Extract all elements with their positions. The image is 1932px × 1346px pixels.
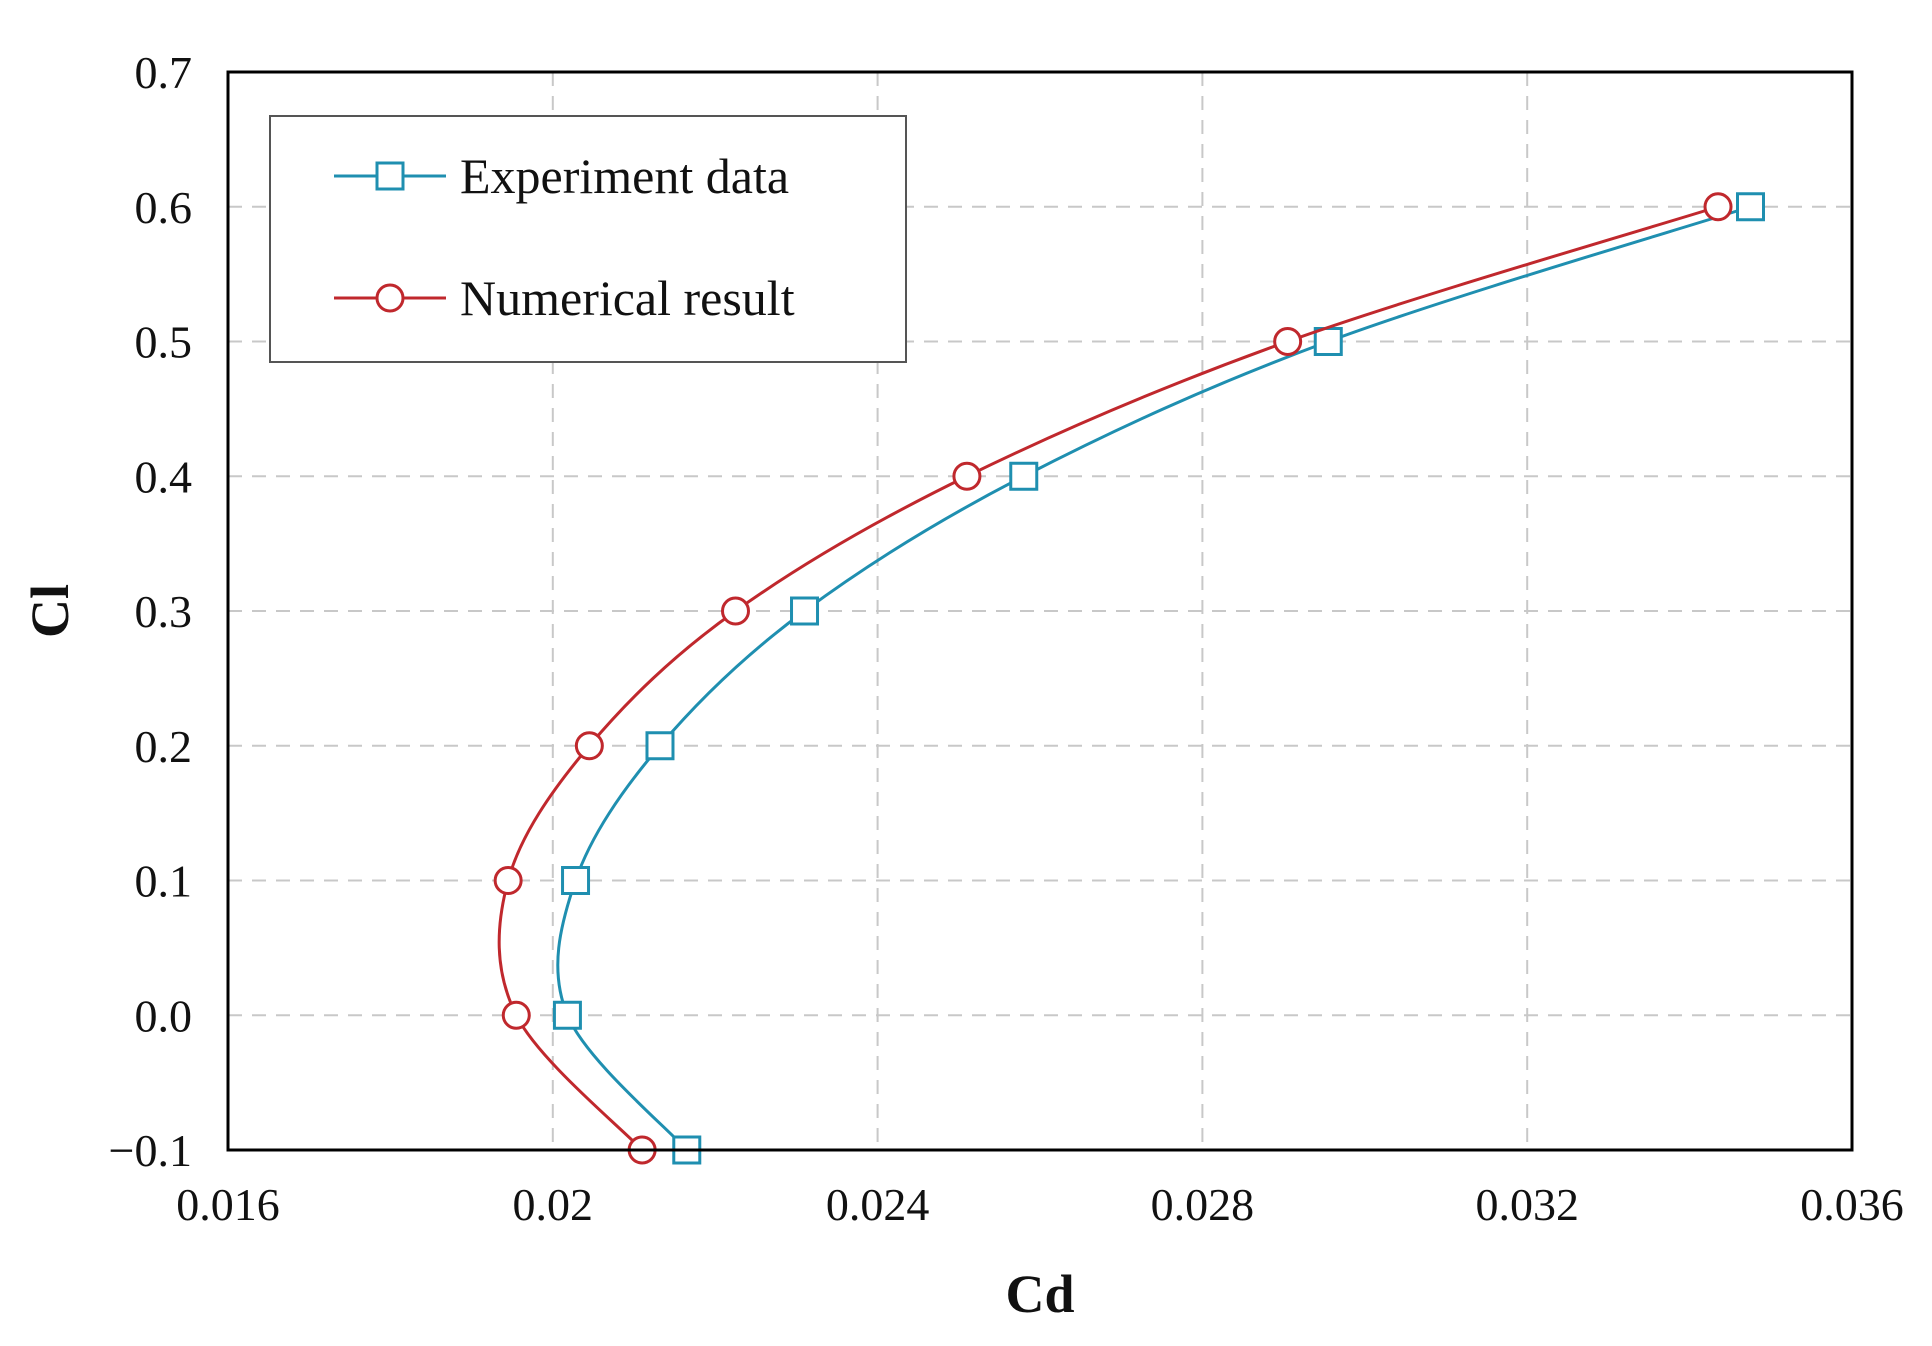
data-point-square bbox=[1313, 327, 1343, 356]
y-tick-label: 0.3 bbox=[135, 586, 193, 637]
legend: Experiment data Numerical result bbox=[269, 115, 907, 363]
plot-frame bbox=[226, 70, 1854, 1152]
data-point-square bbox=[1009, 461, 1039, 491]
data-point-square bbox=[1736, 192, 1765, 222]
data-point-circle bbox=[1273, 327, 1303, 356]
data-point-circle bbox=[721, 596, 750, 626]
series-experiment bbox=[552, 192, 1765, 1165]
legend-label-experiment: Experiment data bbox=[460, 148, 789, 204]
data-point-circle bbox=[501, 1000, 531, 1030]
y-tick-label: 0.4 bbox=[135, 451, 193, 502]
y-tick-label: 0.2 bbox=[135, 721, 193, 772]
y-tick-label: 0.1 bbox=[135, 856, 193, 907]
x-tick-label: 0.036 bbox=[1800, 1179, 1904, 1230]
legend-label-numerical: Numerical result bbox=[460, 270, 795, 326]
y-tick-label: 0.0 bbox=[135, 990, 193, 1041]
data-point-square bbox=[561, 866, 591, 895]
legend-entry-numerical: Numerical result bbox=[334, 270, 795, 326]
tick-labels: 0.016 0.02 0.024 0.028 0.032 0.036 −0.1 0.0 0.1 0… bbox=[109, 47, 1904, 1230]
y-tick-label: 0.5 bbox=[135, 317, 193, 368]
y-tick-label: 0.6 bbox=[135, 182, 193, 233]
x-tick-label: 0.024 bbox=[826, 1179, 930, 1230]
data-point-circle bbox=[493, 866, 523, 895]
y-axis-title: Cl bbox=[20, 584, 80, 638]
x-tick-label: 0.02 bbox=[513, 1179, 594, 1230]
legend-marker-circle bbox=[375, 283, 405, 313]
data-point-circle bbox=[574, 731, 604, 761]
legend-box bbox=[269, 115, 907, 363]
series-layer bbox=[493, 192, 1765, 1165]
legend-entry-experiment: Experiment data bbox=[334, 148, 789, 204]
x-tick-label: 0.016 bbox=[176, 1179, 280, 1230]
x-axis-title: Cd bbox=[1005, 1264, 1074, 1324]
data-point-circle bbox=[952, 461, 982, 491]
legend-marker-square bbox=[375, 161, 405, 191]
data-point-circle bbox=[1703, 192, 1733, 222]
y-tick-label: 0.7 bbox=[135, 47, 193, 98]
data-point-square bbox=[552, 1000, 582, 1030]
x-tick-label: 0.032 bbox=[1475, 1179, 1579, 1230]
y-tick-label: −0.1 bbox=[109, 1125, 192, 1176]
x-tick-label: 0.028 bbox=[1151, 1179, 1255, 1230]
data-point-square bbox=[790, 596, 820, 626]
data-point-square bbox=[645, 731, 675, 761]
